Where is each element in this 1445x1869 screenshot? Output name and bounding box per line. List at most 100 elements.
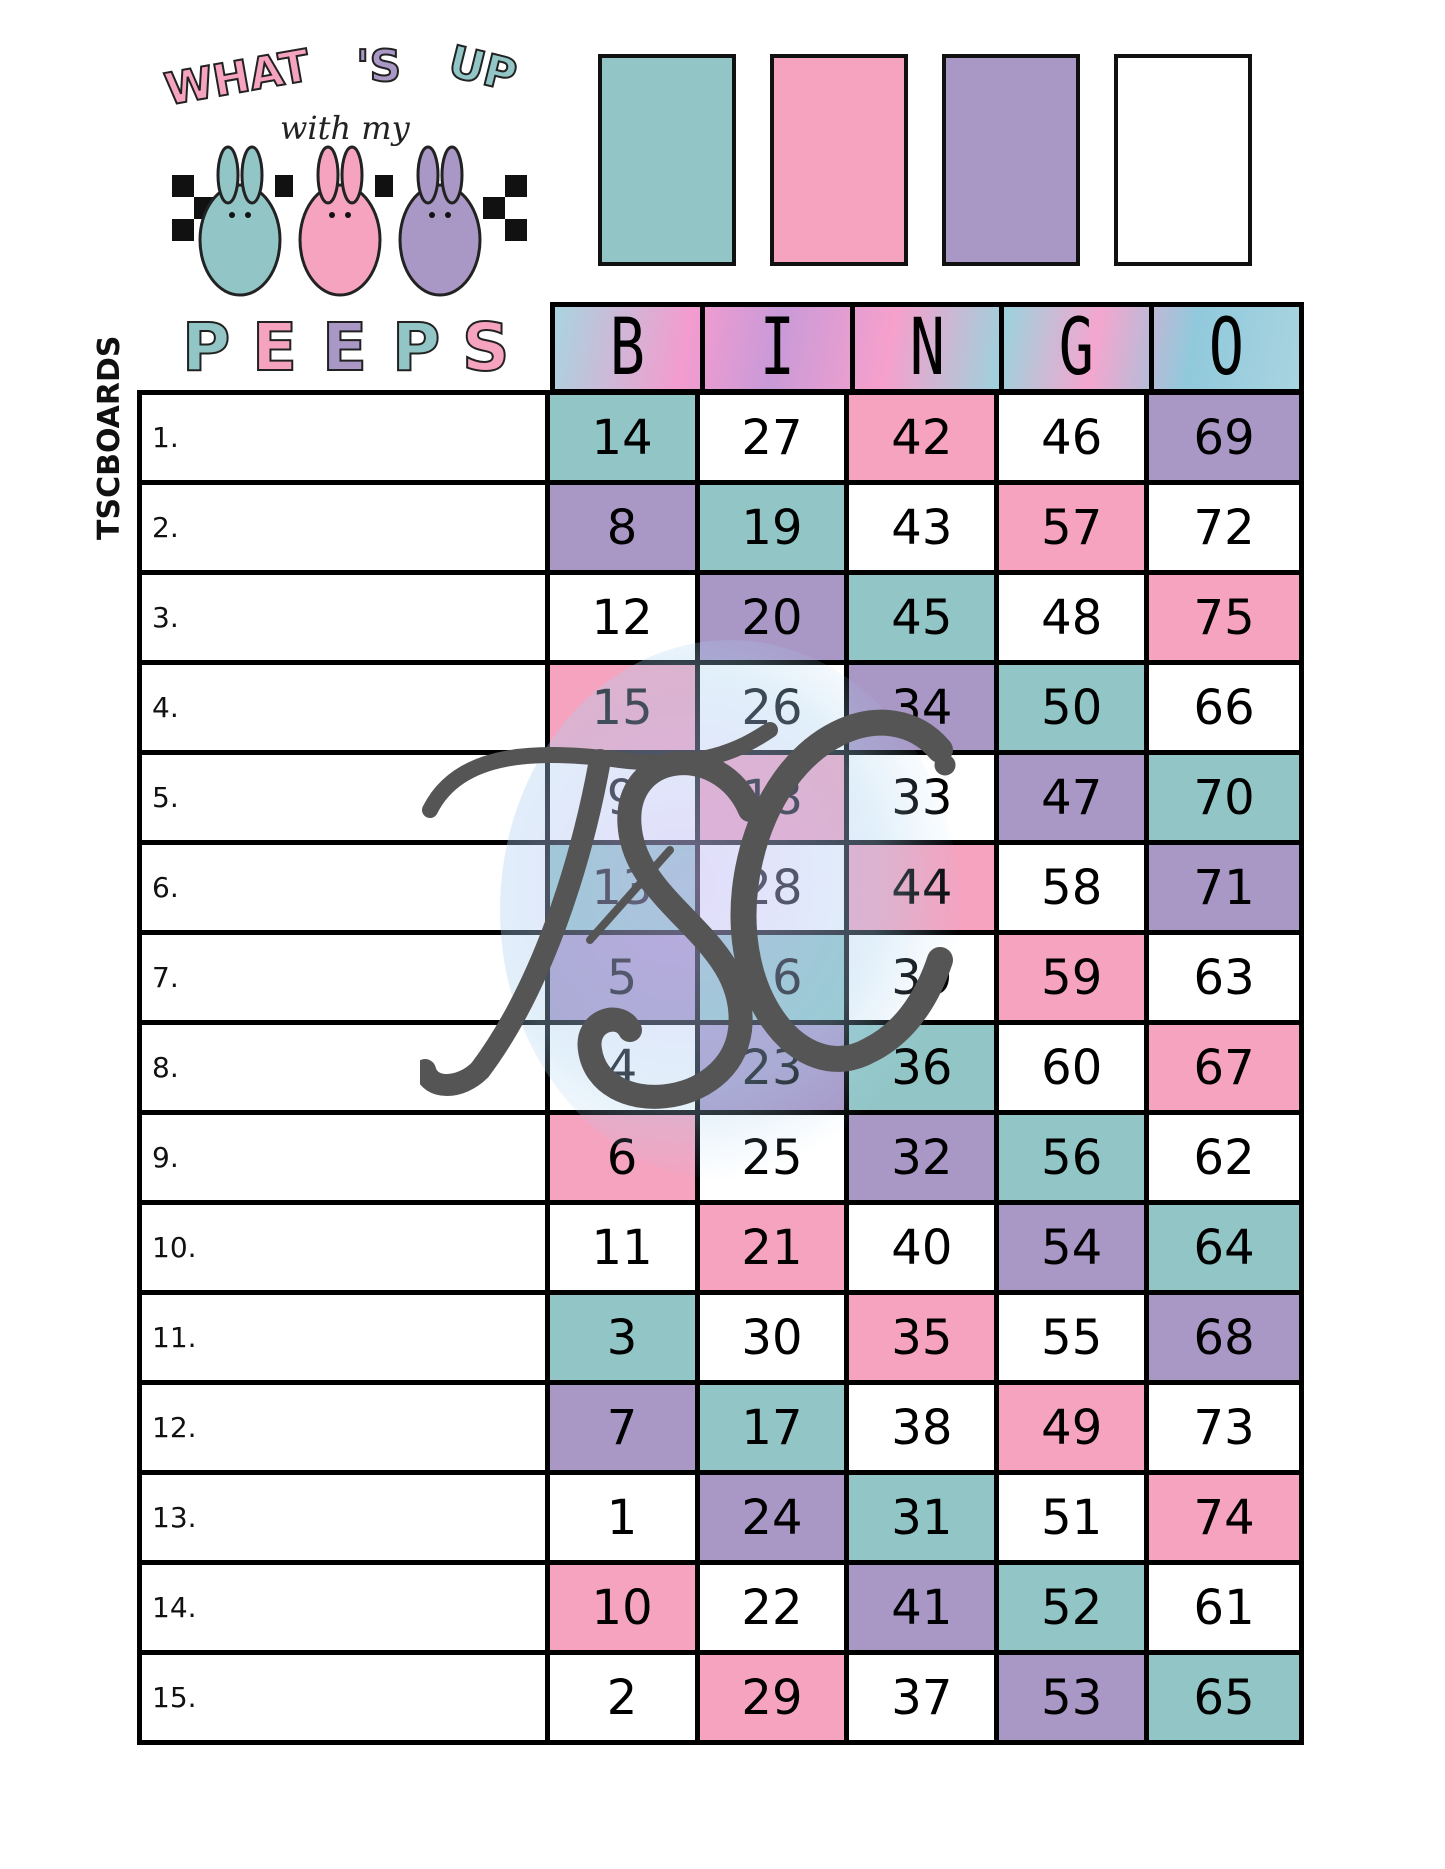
bingo-cell-i: 19	[699, 485, 850, 570]
row-number-label: 6.	[152, 871, 179, 904]
bingo-cell-o: 75	[1149, 575, 1300, 660]
bingo-cell-g: 46	[999, 395, 1150, 480]
svg-text:'S: 'S	[356, 41, 401, 92]
bingo-cell-n: 36	[849, 1025, 1000, 1110]
board-row: 2. 8 19 43 57 72	[142, 485, 1300, 575]
bingo-header: B I N G O	[550, 302, 1304, 394]
bingo-cell-i: 20	[699, 575, 850, 660]
svg-text:E: E	[252, 309, 297, 385]
row-number-label: 13.	[152, 1501, 197, 1534]
player-name-field[interactable]: 3.	[142, 575, 550, 660]
board-row: 8. 4 23 36 60 67	[142, 1025, 1300, 1115]
bingo-cell-o: 68	[1149, 1295, 1300, 1380]
row-number-label: 4.	[152, 691, 179, 724]
row-number-label: 9.	[152, 1141, 179, 1174]
bingo-cell-n: 40	[849, 1205, 1000, 1290]
svg-text:P: P	[182, 309, 230, 385]
bingo-cell-b: 4	[549, 1025, 700, 1110]
bingo-cell-o: 70	[1149, 755, 1300, 840]
bingo-cell-o: 66	[1149, 665, 1300, 750]
color-swatch-white	[1114, 54, 1252, 266]
player-name-field[interactable]: 5.	[142, 755, 550, 840]
bingo-cell-i: 25	[699, 1115, 850, 1200]
bingo-cell-g: 59	[999, 935, 1150, 1020]
svg-text:E: E	[322, 309, 367, 385]
bingo-cell-n: 44	[849, 845, 1000, 930]
header-b: B	[609, 303, 646, 393]
row-number-label: 8.	[152, 1051, 179, 1084]
row-number-label: 3.	[152, 601, 179, 634]
bingo-cell-b: 15	[549, 665, 700, 750]
bingo-cell-n: 42	[849, 395, 1000, 480]
player-name-field[interactable]: 9.	[142, 1115, 550, 1200]
bingo-cell-i: 22	[699, 1565, 850, 1650]
row-number-label: 5.	[152, 781, 179, 814]
svg-text:S: S	[462, 309, 510, 385]
bingo-cell-g: 47	[999, 755, 1150, 840]
player-name-field[interactable]: 15.	[142, 1655, 550, 1740]
board-row: 4. 15 26 34 50 66	[142, 665, 1300, 755]
bingo-cell-n: 33	[849, 755, 1000, 840]
bingo-cell-g: 55	[999, 1295, 1150, 1380]
bingo-cell-n: 32	[849, 1115, 1000, 1200]
bingo-cell-i: 23	[699, 1025, 850, 1110]
board-row: 3. 12 20 45 48 75	[142, 575, 1300, 665]
player-name-field[interactable]: 10.	[142, 1205, 550, 1290]
bingo-cell-o: 62	[1149, 1115, 1300, 1200]
bingo-cell-n: 41	[849, 1565, 1000, 1650]
player-name-field[interactable]: 12.	[142, 1385, 550, 1470]
row-number-label: 15.	[152, 1681, 197, 1714]
bingo-cell-g: 52	[999, 1565, 1150, 1650]
player-name-field[interactable]: 1.	[142, 395, 550, 480]
player-name-field[interactable]: 11.	[142, 1295, 550, 1380]
board-row: 12. 7 17 38 49 73	[142, 1385, 1300, 1475]
bingo-cell-b: 12	[549, 575, 700, 660]
bingo-cell-g: 48	[999, 575, 1150, 660]
bingo-cell-n: 43	[849, 485, 1000, 570]
player-name-field[interactable]: 14.	[142, 1565, 550, 1650]
bingo-cell-n: 45	[849, 575, 1000, 660]
player-name-field[interactable]: 2.	[142, 485, 550, 570]
header-o: O	[1208, 303, 1245, 393]
bingo-cell-b: 10	[549, 1565, 700, 1650]
bingo-cell-i: 28	[699, 845, 850, 930]
bingo-cell-o: 64	[1149, 1205, 1300, 1290]
player-name-field[interactable]: 7.	[142, 935, 550, 1020]
row-number-label: 7.	[152, 961, 179, 994]
player-name-field[interactable]: 6.	[142, 845, 550, 930]
bingo-cell-b: 5	[549, 935, 700, 1020]
header-i: I	[759, 303, 795, 393]
row-number-label: 12.	[152, 1411, 197, 1444]
bingo-cell-o: 72	[1149, 485, 1300, 570]
row-number-label: 2.	[152, 511, 179, 544]
svg-text:WHAT: WHAT	[161, 40, 314, 116]
bingo-cell-n: 38	[849, 1385, 1000, 1470]
player-name-field[interactable]: 8.	[142, 1025, 550, 1110]
player-name-field[interactable]: 4.	[142, 665, 550, 750]
bingo-cell-b: 7	[549, 1385, 700, 1470]
board-row: 10. 11 21 40 54 64	[142, 1205, 1300, 1295]
svg-text:UP: UP	[443, 36, 521, 102]
bingo-cell-g: 60	[999, 1025, 1150, 1110]
bingo-cell-g: 57	[999, 485, 1150, 570]
color-swatch-pink	[770, 54, 908, 266]
bingo-cell-g: 56	[999, 1115, 1150, 1200]
bingo-cell-o: 63	[1149, 935, 1300, 1020]
svg-text:with my: with my	[280, 109, 411, 147]
bingo-cell-b: 2	[549, 1655, 700, 1740]
bingo-cell-o: 74	[1149, 1475, 1300, 1560]
bingo-cell-o: 65	[1149, 1655, 1300, 1740]
board-row: 5. 9 18 33 47 70	[142, 755, 1300, 845]
color-swatch-teal	[598, 54, 736, 266]
bingo-cell-g: 50	[999, 665, 1150, 750]
bingo-cell-b: 1	[549, 1475, 700, 1560]
player-name-field[interactable]: 13.	[142, 1475, 550, 1560]
side-label: TSCBOARDS	[92, 335, 127, 540]
bingo-cell-b: 3	[549, 1295, 700, 1380]
row-number-label: 10.	[152, 1231, 197, 1264]
bingo-cell-b: 14	[549, 395, 700, 480]
bingo-cell-n: 35	[849, 1295, 1000, 1380]
bingo-cell-i: 16	[699, 935, 850, 1020]
bingo-cell-b: 6	[549, 1115, 700, 1200]
